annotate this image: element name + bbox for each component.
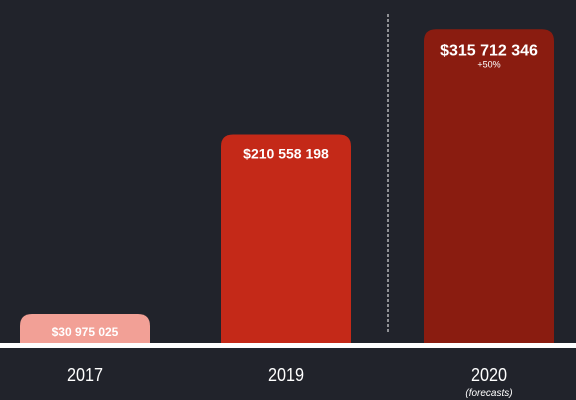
bar-growth-note-2020: +50%: [477, 59, 500, 69]
value-labels-layer: $30 975 025 $210 558 198 $315 712 346+50%: [52, 42, 538, 339]
bar-value-label-2019: $210 558 198: [243, 145, 329, 161]
bar-2019: [221, 134, 351, 345]
bar-value-label-2017: $30 975 025: [52, 325, 119, 339]
category-label-2019: 2019: [267, 365, 305, 385]
bars-layer: [20, 29, 554, 345]
chart-baseline: [0, 343, 576, 348]
category-note-forecasts: (forecasts): [465, 388, 513, 399]
category-label-2017: 2017: [66, 365, 104, 385]
bar-2020: [424, 29, 554, 345]
category-label-2020: 2020: [470, 365, 508, 385]
bar-2017: [20, 314, 150, 345]
bar-value-label-2020: $315 712 346: [440, 42, 538, 59]
